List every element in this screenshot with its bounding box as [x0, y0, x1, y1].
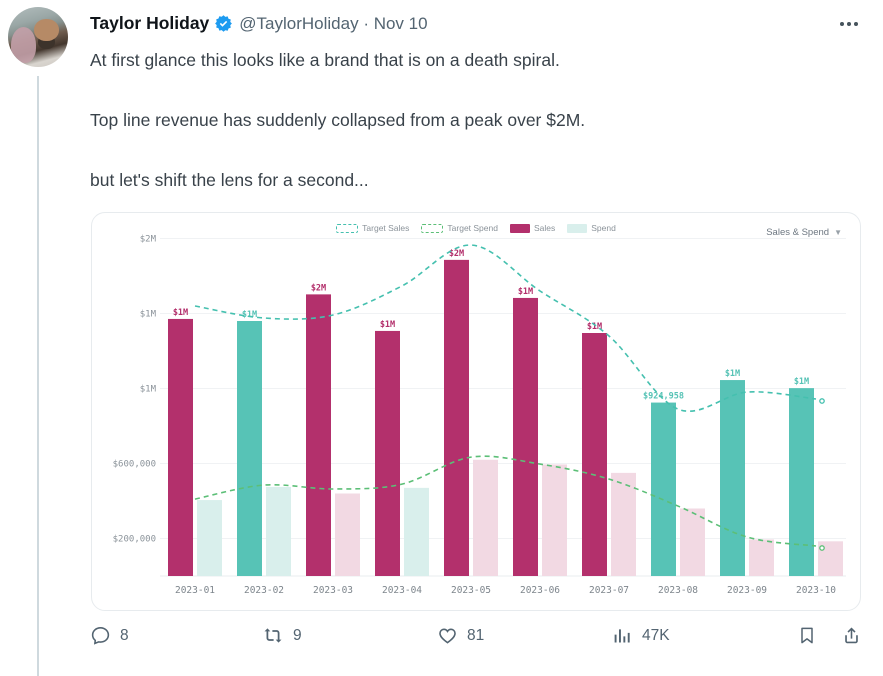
- svg-text:$1M: $1M: [587, 322, 602, 332]
- svg-text:$200,000: $200,000: [113, 535, 156, 545]
- legend-label: Sales: [533, 223, 556, 233]
- legend-label: Target Sales: [362, 223, 410, 233]
- svg-text:2023-09: 2023-09: [727, 585, 767, 596]
- chart-legend: Target Sales Target Spend Sales Spend: [92, 223, 860, 233]
- views-button[interactable]: 47K: [612, 625, 783, 646]
- more-menu-button[interactable]: [838, 18, 860, 30]
- views-count: 47K: [642, 626, 670, 644]
- bookmark-icon: [801, 627, 813, 644]
- verified-badge-icon: [215, 15, 233, 32]
- tweet-paragraph: At first glance this looks like a brand …: [90, 50, 560, 70]
- share-button[interactable]: [841, 625, 862, 646]
- svg-text:$1M: $1M: [518, 287, 533, 297]
- analytics-bars-icon: [614, 629, 630, 643]
- svg-text:$924,958: $924,958: [643, 392, 684, 402]
- reply-count: 8: [120, 626, 129, 644]
- share-icon: [845, 627, 858, 644]
- legend-item-sales: Sales: [509, 223, 556, 233]
- tweet-text: At first glance this looks like a brand …: [90, 48, 862, 228]
- repost-count: 9: [293, 626, 302, 644]
- handle-and-date[interactable]: @TaylorHoliday · Nov 10: [239, 13, 428, 33]
- thread-connector-line: [37, 76, 39, 676]
- spend-swatch: [567, 223, 588, 233]
- tweet-paragraph: Top line revenue has suddenly collapsed …: [90, 110, 586, 130]
- heart-icon: [439, 628, 456, 644]
- tweet-action-bar: 8 9 81 47K: [90, 625, 862, 646]
- repost-button[interactable]: 9: [262, 625, 437, 646]
- svg-text:2023-08: 2023-08: [658, 585, 698, 596]
- svg-text:$2M: $2M: [140, 235, 157, 245]
- reply-icon: [91, 627, 110, 645]
- svg-text:$1M: $1M: [242, 310, 257, 320]
- metric-dropdown-label: Sales & Spend: [766, 227, 830, 238]
- legend-item-target-spend: Target Spend: [421, 223, 498, 233]
- chevron-down-icon: ▼: [834, 228, 842, 237]
- svg-text:$1M: $1M: [140, 385, 157, 395]
- legend-label: Target Spend: [447, 223, 498, 233]
- tweet-paragraph: but let's shift the lens for a second...: [90, 170, 369, 190]
- svg-text:2023-04: 2023-04: [382, 585, 422, 596]
- svg-text:$1M: $1M: [794, 377, 809, 387]
- svg-text:2023-03: 2023-03: [313, 585, 353, 596]
- bookmark-button[interactable]: [797, 625, 817, 646]
- metric-dropdown: Sales & Spend ▼: [766, 227, 842, 238]
- repost-icon: [264, 628, 282, 643]
- sales-spend-chart: $200,000 $600,000 $1M $1M $2M $1M 2023-01 $1M 20…: [113, 235, 846, 596]
- like-button[interactable]: 81: [437, 625, 612, 646]
- target-sales-swatch: [336, 223, 359, 233]
- svg-text:2023-05: 2023-05: [451, 585, 491, 596]
- target-spend-swatch: [421, 223, 444, 233]
- chart-image[interactable]: Target Sales Target Spend Sales Spend Sa…: [91, 212, 861, 611]
- reply-button[interactable]: 8: [90, 625, 262, 646]
- svg-text:2023-07: 2023-07: [589, 585, 629, 596]
- legend-label: Spend: [591, 223, 616, 233]
- svg-text:2023-10: 2023-10: [796, 585, 836, 596]
- legend-item-target-sales: Target Sales: [336, 223, 409, 233]
- svg-text:2023-02: 2023-02: [244, 585, 284, 596]
- svg-text:$2M: $2M: [449, 249, 464, 259]
- author-name[interactable]: Taylor Holiday: [90, 13, 210, 33]
- svg-text:$2M: $2M: [311, 283, 326, 293]
- sales-swatch: [509, 223, 530, 233]
- svg-text:$1M: $1M: [380, 320, 395, 330]
- svg-text:$600,000: $600,000: [113, 460, 156, 470]
- avatar[interactable]: [8, 7, 68, 67]
- svg-text:$1M: $1M: [140, 310, 157, 320]
- svg-text:$1M: $1M: [173, 308, 188, 318]
- svg-text:2023-01: 2023-01: [175, 585, 215, 596]
- svg-text:2023-06: 2023-06: [520, 585, 560, 596]
- tweet-header: Taylor Holiday @TaylorHoliday · Nov 10: [90, 13, 860, 34]
- like-count: 81: [467, 626, 485, 644]
- legend-item-spend: Spend: [567, 223, 616, 233]
- svg-text:$1M: $1M: [725, 369, 740, 379]
